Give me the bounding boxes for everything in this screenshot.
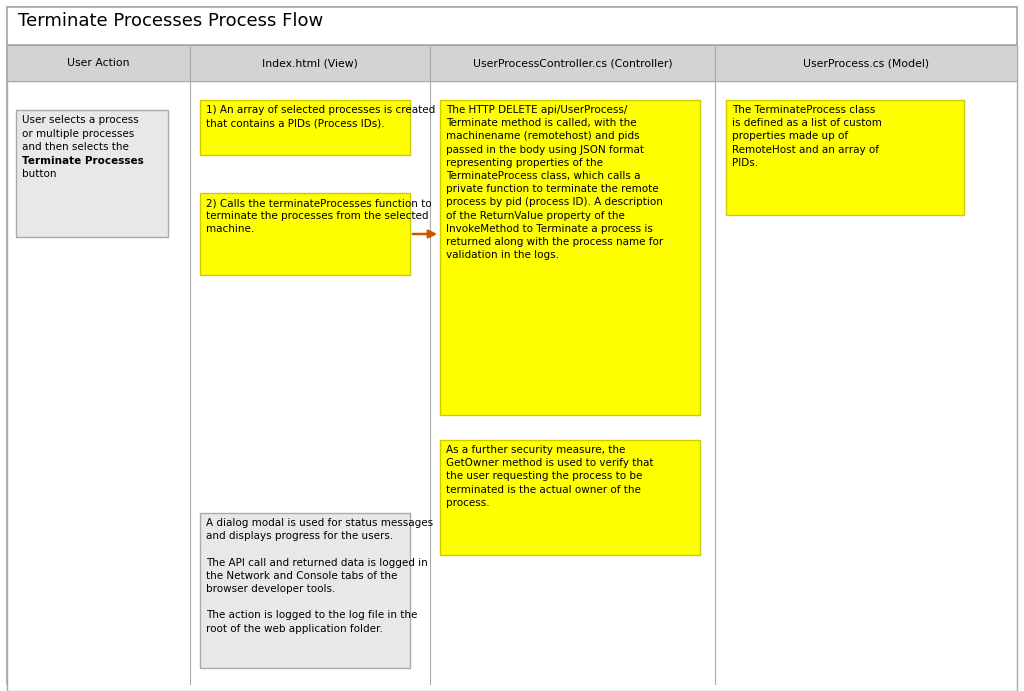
Bar (7, 81, 1017, 691)
Text: Terminate Processes: Terminate Processes (22, 155, 143, 166)
Text: Terminate Processes Process Flow: Terminate Processes Process Flow (18, 12, 324, 30)
Text: As a further security measure, the
GetOwner method is used to verify that
the us: As a further security measure, the GetOw… (446, 445, 653, 508)
Bar (7, 45, 1017, 81)
Text: User selects a process: User selects a process (22, 115, 138, 125)
Bar (7, 7, 1017, 45)
Bar (200, 100, 410, 155)
Bar (430, 45, 715, 81)
Bar (200, 513, 410, 668)
Text: The TerminateProcess class
is defined as a list of custom
properties made up of
: The TerminateProcess class is defined as… (732, 105, 882, 168)
Text: 1) An array of selected processes is created
that contains a PIDs (Process IDs).: 1) An array of selected processes is cre… (206, 105, 435, 129)
Bar (7, 45, 190, 81)
Bar (715, 45, 1017, 81)
Text: UserProcess.cs (Model): UserProcess.cs (Model) (803, 58, 929, 68)
Bar (440, 440, 700, 555)
Bar (440, 100, 700, 415)
Bar (726, 100, 964, 215)
Bar (200, 193, 410, 275)
Text: or multiple processes: or multiple processes (22, 129, 134, 138)
Bar (16, 110, 168, 237)
Text: The HTTP DELETE api/UserProcess/
Terminate method is called, with the
machinenam: The HTTP DELETE api/UserProcess/ Termina… (446, 105, 664, 261)
Text: and then selects the: and then selects the (22, 142, 129, 152)
Text: Index.html (View): Index.html (View) (262, 58, 358, 68)
Text: button: button (22, 169, 56, 179)
Text: 2) Calls the terminateProcesses function to
terminate the processes from the sel: 2) Calls the terminateProcesses function… (206, 198, 432, 234)
Text: A dialog modal is used for status messages
and displays progress for the users.
: A dialog modal is used for status messag… (206, 518, 433, 634)
Text: User Action: User Action (68, 58, 130, 68)
Bar (190, 45, 430, 81)
Text: UserProcessController.cs (Controller): UserProcessController.cs (Controller) (473, 58, 673, 68)
